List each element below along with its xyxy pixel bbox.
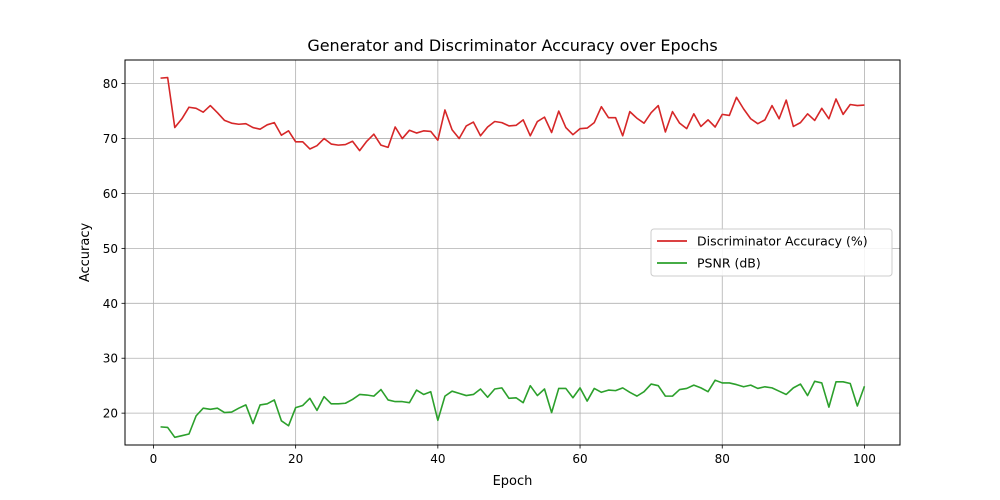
legend-label: PSNR (dB) <box>697 256 761 271</box>
y-tick-label: 70 <box>103 132 118 146</box>
series-lines <box>160 76 866 439</box>
y-tick-label: 60 <box>103 187 118 201</box>
y-tick-label: 20 <box>103 407 118 421</box>
series-line-0 <box>160 76 865 152</box>
legend: Discriminator Accuracy (%) PSNR (dB) <box>650 228 893 277</box>
series-line-1 <box>160 379 866 439</box>
x-tick-label: 100 <box>853 452 876 466</box>
y-tick-label: 50 <box>103 242 118 256</box>
y-tick-label: 80 <box>103 77 118 91</box>
chart-title: Generator and Discriminator Accuracy ove… <box>307 36 717 55</box>
legend-label: Discriminator Accuracy (%) <box>697 234 868 249</box>
y-axis-label: Accuracy <box>78 223 93 283</box>
x-axis-label: Epoch <box>493 474 533 489</box>
plot-frame <box>124 59 901 446</box>
x-tick-label: 20 <box>288 452 303 466</box>
x-tick-label: 60 <box>572 452 587 466</box>
x-axis: 0 20 40 60 80 100 <box>150 445 876 466</box>
legend-box <box>650 228 893 277</box>
x-tick-label: 80 <box>715 452 730 466</box>
y-tick-label: 40 <box>103 297 118 311</box>
y-axis: 20 30 40 50 60 70 80 <box>103 77 125 421</box>
x-tick-label: 0 <box>150 452 158 466</box>
y-tick-label: 30 <box>103 352 118 366</box>
x-tick-label: 40 <box>430 452 445 466</box>
